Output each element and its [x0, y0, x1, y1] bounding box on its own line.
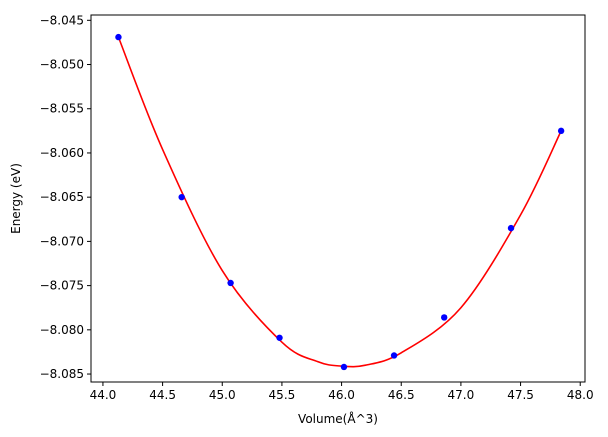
x-axis-label: Volume(Å^3): [298, 411, 378, 426]
data-point: [227, 279, 234, 287]
data-point: [276, 334, 283, 341]
data-point: [440, 314, 448, 321]
x-tick-label: 46.0: [328, 388, 355, 402]
data-point: [178, 193, 185, 201]
y-tick-label: −8.050: [40, 58, 84, 72]
y-tick-label: −8.085: [40, 367, 84, 381]
data-point: [340, 363, 348, 371]
fit-curve: [117, 36, 562, 368]
data-point: [507, 224, 515, 232]
x-tick-label: 44.0: [90, 388, 117, 402]
data-point: [557, 127, 565, 135]
y-axis-ticks: −8.085 −8.080 −8.075 −8.070 −8.065 −8.060 −8.0…: [40, 13, 91, 381]
x-tick-label: 44.5: [149, 388, 176, 402]
x-tick-label: 45.5: [269, 388, 296, 402]
y-tick-label: −8.075: [40, 279, 84, 293]
y-tick-label: −8.060: [40, 146, 84, 160]
data-point: [390, 352, 398, 359]
x-tick-label: 47.5: [507, 388, 534, 402]
plot-frame: [90, 14, 586, 383]
data-point: [115, 33, 122, 41]
plot-layer: [115, 33, 565, 371]
y-tick-label: −8.070: [40, 234, 84, 248]
y-tick-label: −8.055: [40, 102, 84, 116]
x-axis-ticks: 44.0 44.5 45.0 45.5 46.0 46.5 47.0 47.5 48.0: [90, 382, 594, 402]
y-axis-label: Energy (eV): [9, 163, 23, 234]
y-tick-label: −8.065: [40, 190, 84, 204]
x-tick-label: 48.0: [567, 388, 594, 402]
y-tick-label: −8.080: [40, 323, 84, 337]
x-tick-label: 46.5: [388, 388, 415, 402]
x-tick-label: 47.0: [448, 388, 475, 402]
y-tick-label: −8.045: [40, 13, 84, 27]
x-tick-label: 45.0: [209, 388, 236, 402]
